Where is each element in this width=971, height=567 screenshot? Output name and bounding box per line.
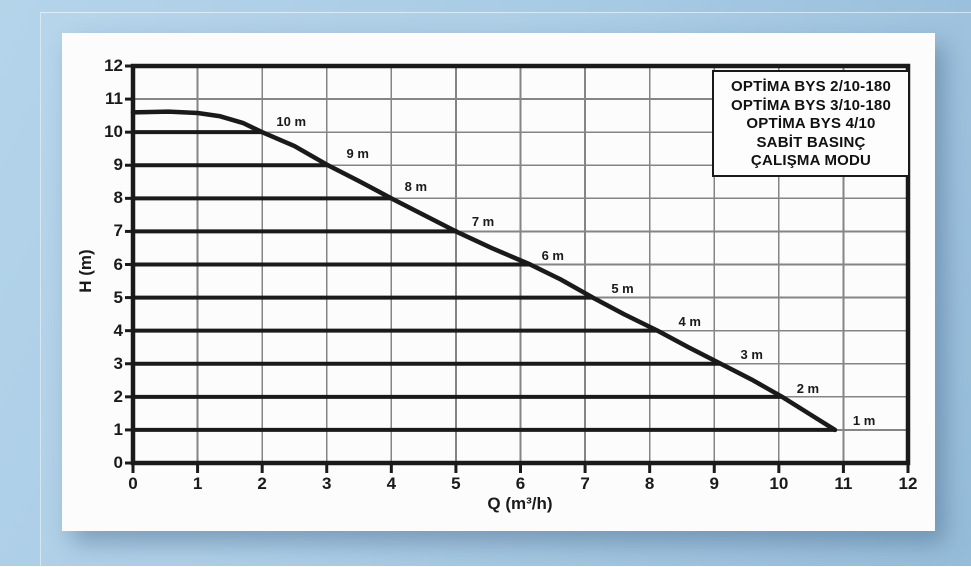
legend-line: OPTİMA BYS 2/10-180 bbox=[731, 78, 891, 95]
pressure-label-4m: 4 m bbox=[678, 314, 701, 330]
x-tick-label: 3 bbox=[322, 474, 332, 493]
x-tick-label: 4 bbox=[386, 474, 397, 493]
x-tick-label: 8 bbox=[644, 474, 655, 493]
chart-paper: H (m) Q (m³/h) 0 1 2 3 4 5 6 7 8 9 10 11 12 0 1 2 3 4 5 6 7 8… bbox=[62, 33, 935, 531]
y-tick-label: 4 bbox=[113, 320, 123, 340]
pressure-label-3m: 3 m bbox=[740, 347, 763, 363]
y-tick-label: 2 bbox=[113, 386, 123, 406]
y-tick-label: 7 bbox=[113, 221, 123, 241]
y-tick-label: 0 bbox=[113, 453, 123, 472]
pressure-label-10m: 10 m bbox=[276, 114, 307, 130]
legend-line: OPTİMA BYS 3/10-180 bbox=[731, 96, 891, 114]
x-tick-label: 7 bbox=[580, 474, 590, 493]
y-tick-label: 5 bbox=[113, 287, 123, 307]
x-tick-label: 9 bbox=[709, 474, 719, 493]
y-tick-label: 8 bbox=[113, 188, 123, 208]
pressure-label-7m: 7 m bbox=[471, 214, 495, 230]
y-tick-label: 9 bbox=[113, 155, 123, 175]
y-tick-label: 11 bbox=[105, 89, 123, 109]
x-axis-title: Q (m³/h) bbox=[487, 494, 553, 513]
y-tick-label: 3 bbox=[113, 353, 123, 373]
y-tick-label: 10 bbox=[104, 122, 123, 142]
x-tick-label: 10 bbox=[769, 474, 789, 493]
x-tick-label: 11 bbox=[834, 474, 853, 493]
pressure-label-9m: 9 m bbox=[346, 146, 369, 162]
x-tick-label: 1 bbox=[192, 474, 203, 493]
x-tick-label: 2 bbox=[257, 474, 267, 493]
legend-box: OPTİMA BYS 2/10-180 OPTİMA BYS 3/10-180 OP… bbox=[712, 70, 910, 177]
constant-pressure-lines bbox=[133, 130, 836, 432]
y-tick-label: 6 bbox=[113, 254, 123, 274]
pressure-label-1m: 1 m bbox=[852, 413, 876, 429]
y-tick-label: 12 bbox=[104, 56, 123, 75]
x-tick-label: 5 bbox=[451, 474, 461, 493]
pressure-label-6m: 6 m bbox=[541, 247, 564, 263]
pressure-label-2m: 2 m bbox=[796, 381, 820, 397]
pressure-label-8m: 8 m bbox=[404, 179, 428, 195]
legend-line: SABİT BASINÇ bbox=[756, 133, 866, 151]
legend-line: ÇALIŞMA MODU bbox=[750, 152, 872, 170]
x-tick-label: 6 bbox=[515, 474, 526, 493]
y-tick-label: 1 bbox=[113, 419, 123, 439]
tick-marks bbox=[125, 64, 910, 473]
pump-curve bbox=[130, 109, 838, 433]
x-tick-label: 12 bbox=[898, 474, 918, 493]
legend-line: OPTİMA BYS 4/10 bbox=[746, 115, 876, 133]
pressure-label-5m: 5 m bbox=[611, 280, 634, 296]
x-tick-label: 0 bbox=[128, 474, 138, 493]
